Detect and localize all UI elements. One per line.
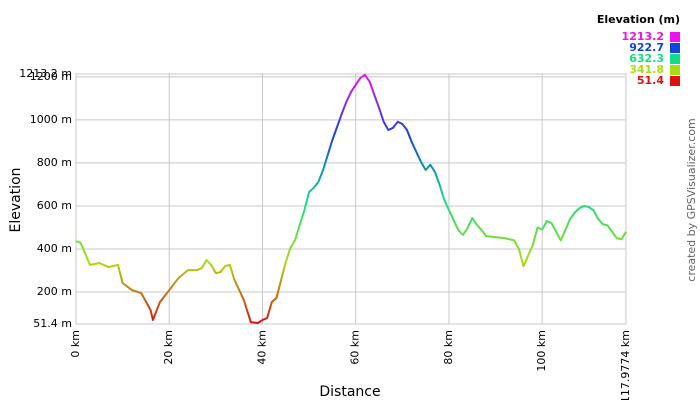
credit: created by GPSVisualizer.com <box>685 118 698 281</box>
x-tick-label: 40 km <box>255 330 268 365</box>
y-axis-title: Elevation <box>8 167 24 232</box>
elevation-line <box>75 73 627 325</box>
y-tick-label: 600 m <box>37 199 72 212</box>
legend-swatch <box>670 32 680 42</box>
legend-swatch <box>670 76 680 86</box>
legend-label: 922.7 <box>629 41 664 54</box>
y-tick-label: 1000 m <box>30 113 72 126</box>
y-tick-label: 200 m <box>37 285 72 298</box>
y-tick-label: 1213.2 m <box>19 67 72 80</box>
y-tick-label: 800 m <box>37 156 72 169</box>
y-tick-label: 400 m <box>37 242 72 255</box>
y-tick-label: 51.4 m <box>33 317 72 330</box>
x-tick-label: 20 km <box>162 330 175 365</box>
x-tick-label: 100 km <box>535 330 548 372</box>
y-tick-label: 1200 m <box>30 70 72 83</box>
legend-swatch <box>670 65 680 75</box>
legend-label: 632.3 <box>629 52 664 65</box>
legend-title: Elevation (m) <box>597 13 680 26</box>
x-tick-label: 60 km <box>349 330 362 365</box>
legend-swatch <box>670 54 680 64</box>
legend-label: 341.8 <box>629 63 664 76</box>
plot-frame <box>75 73 627 325</box>
x-tick-label: 80 km <box>442 330 455 365</box>
legend-label: 51.4 <box>637 74 664 87</box>
x-tick-label: 117.9774 km <box>619 330 632 400</box>
legend-label: 1213.2 <box>622 30 664 43</box>
x-tick-label: 0 km <box>69 330 82 358</box>
x-axis-title: Distance <box>319 384 380 400</box>
legend-swatch <box>670 43 680 53</box>
